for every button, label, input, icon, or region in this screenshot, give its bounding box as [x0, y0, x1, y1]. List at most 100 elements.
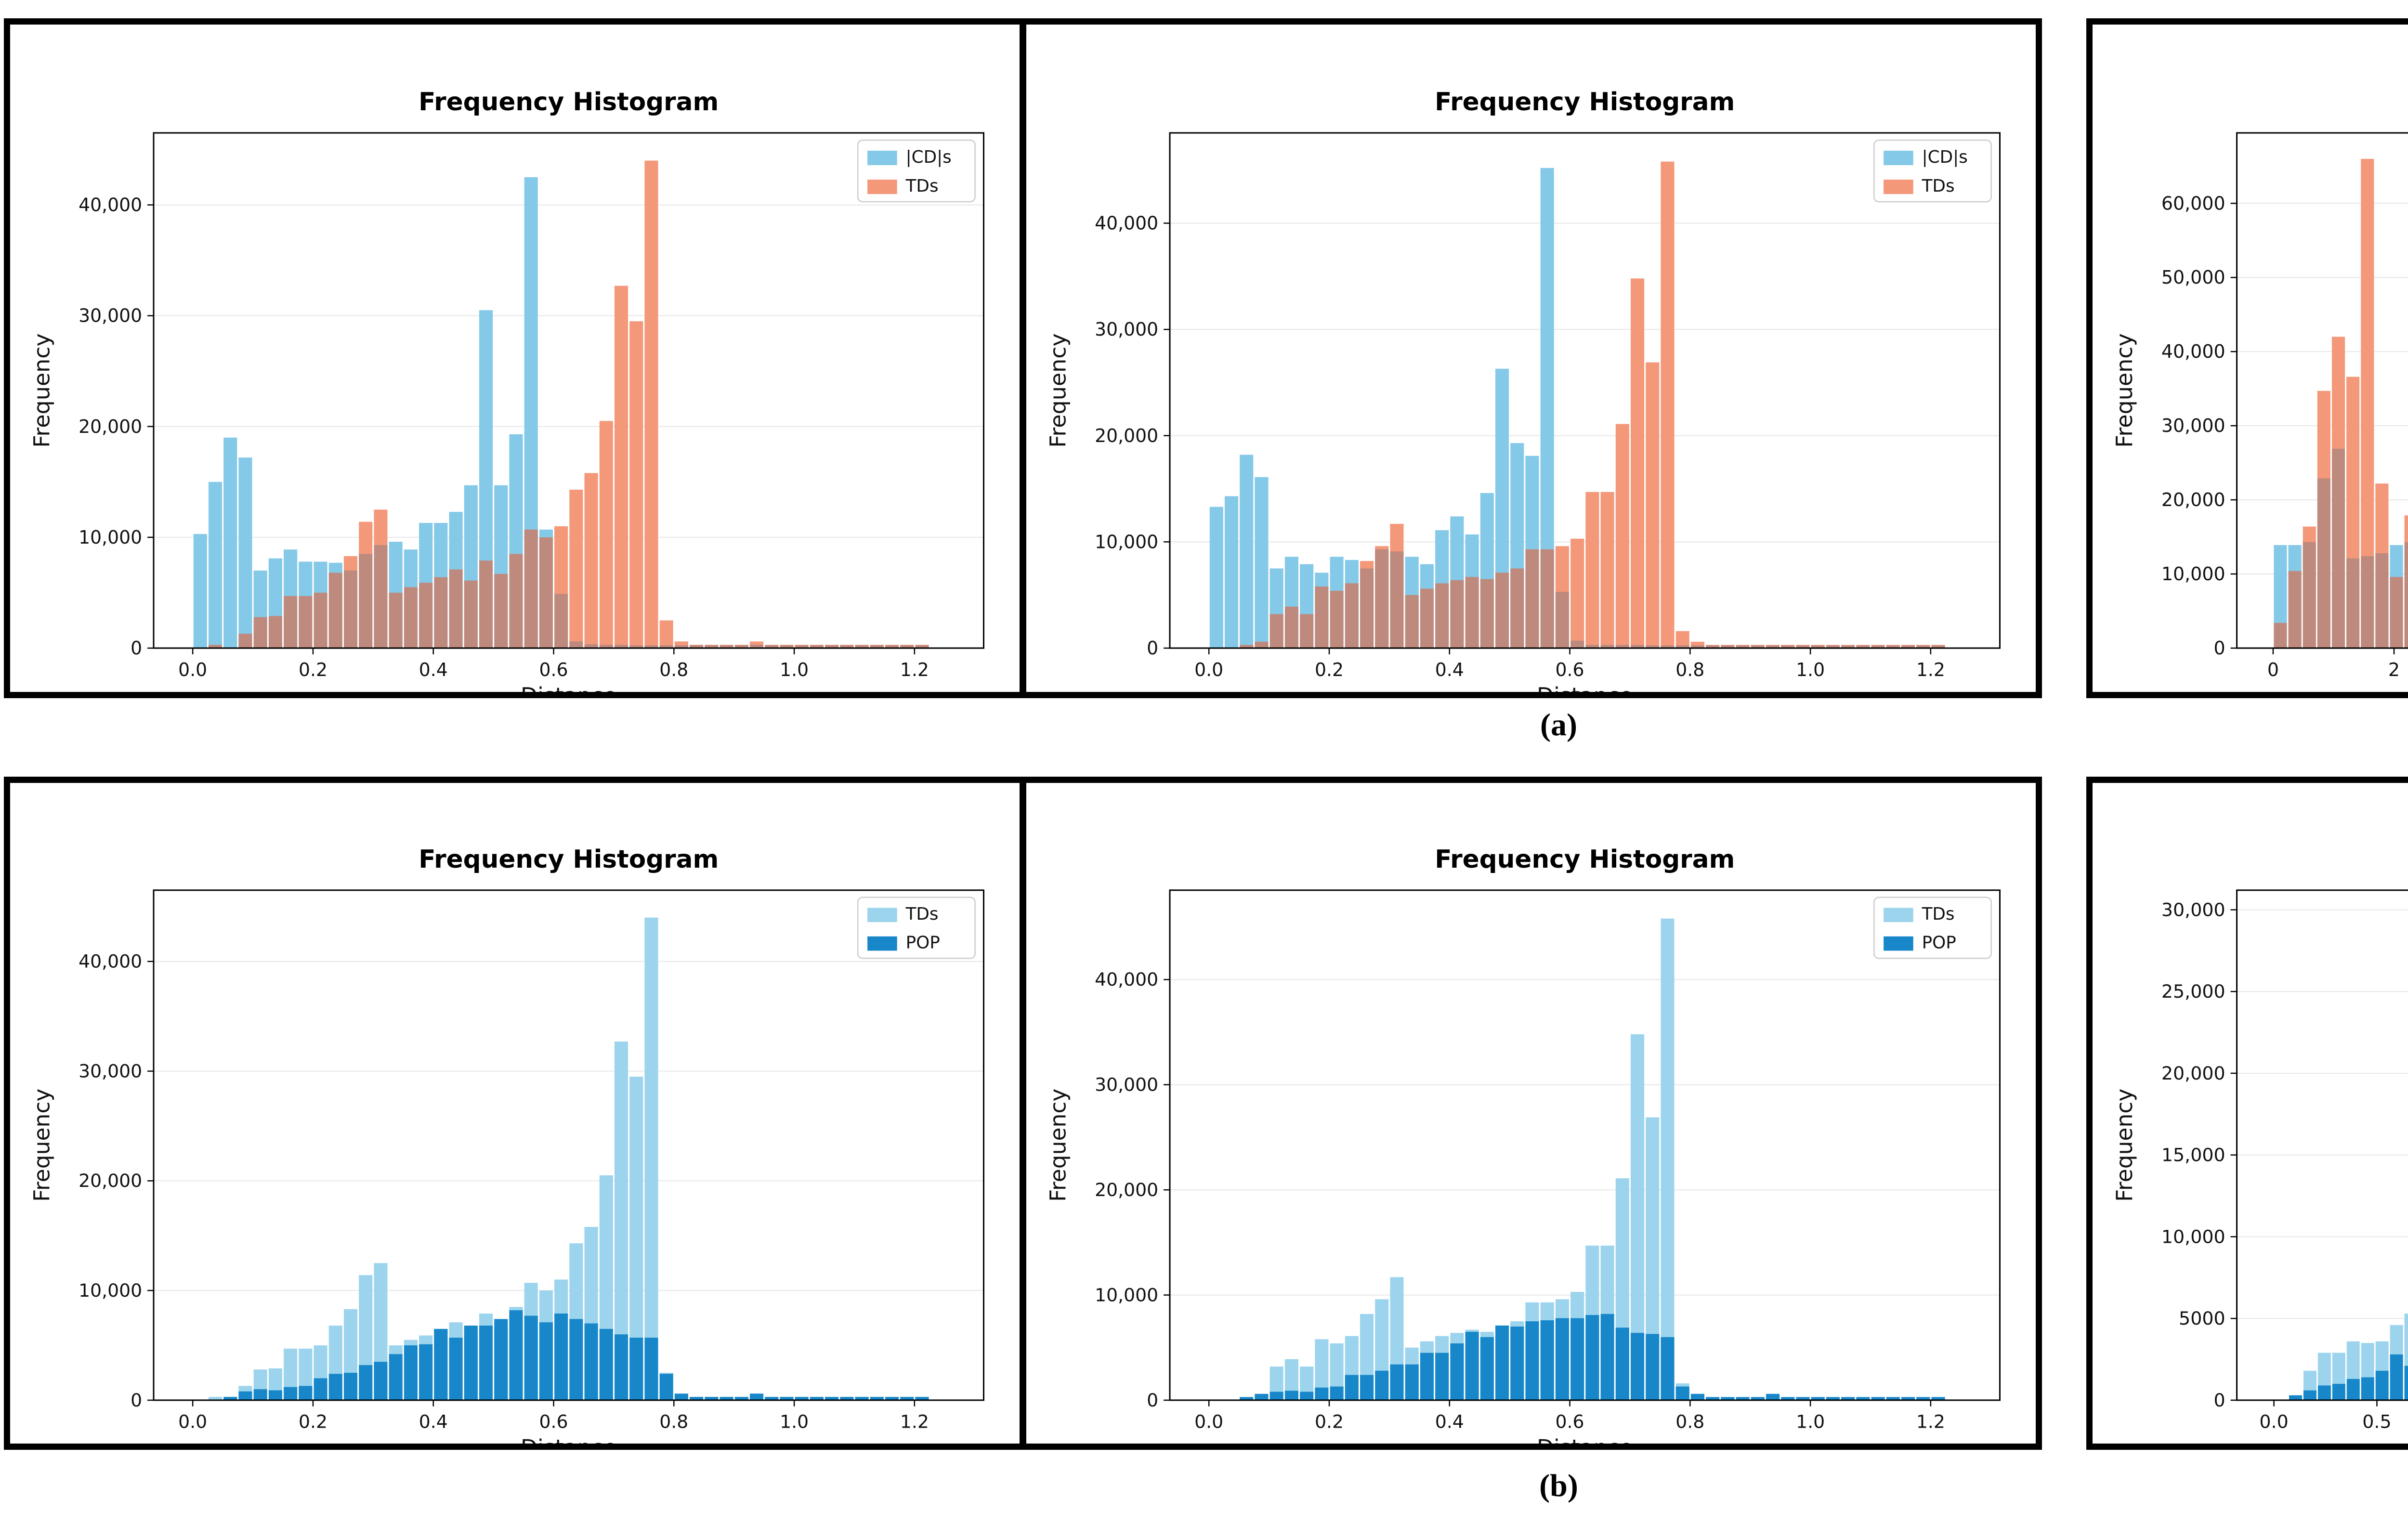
chart-title: Frequency Histogram: [419, 845, 719, 874]
y-tick-label: 30,000: [1095, 1074, 1158, 1095]
bar-overlap: [1284, 1391, 1298, 1400]
bar-overlap: [299, 1386, 313, 1400]
bar-overlap: [299, 596, 313, 648]
bar-overlap: [1390, 1364, 1404, 1400]
bar-overlap: [1751, 645, 1765, 648]
bar-overlap: [509, 554, 523, 648]
bar: [825, 1397, 839, 1400]
bar-overlap: [343, 570, 358, 648]
bar-overlap: [1495, 573, 1509, 648]
bar-overlap: [419, 583, 433, 648]
legend-label: TDs: [1922, 176, 1955, 196]
gridlines: [2237, 909, 2408, 1401]
axes: 0 10,000 20,000 30,000 40,000 0.0 0.2 0.4 0.6 0.8…: [1095, 132, 2001, 680]
bar: [644, 917, 658, 1400]
bar-overlap: [328, 573, 342, 648]
bar: [870, 1397, 884, 1400]
legend-swatch: [867, 908, 897, 923]
x-tick-label: 0.8: [1675, 659, 1704, 680]
histogram-svg: 0 10,000 20,000 30,000 40,000 0.0 0.2 0.4 0.6 0.8…: [29, 845, 984, 1444]
bar-overlap: [1405, 595, 1419, 648]
bar: [1721, 1397, 1735, 1400]
bar-overlap: [268, 1390, 282, 1400]
y-tick-label: 40,000: [1095, 212, 1158, 234]
bar: [1570, 538, 1584, 648]
bar: [1811, 1397, 1825, 1400]
bar: [705, 1397, 719, 1400]
bar: [1615, 424, 1629, 648]
bar: [734, 1397, 748, 1400]
y-axis-label: Frequency: [2111, 333, 2137, 448]
legend-swatch: [867, 151, 897, 165]
y-tick-label: 40,000: [79, 194, 142, 215]
legend-label: TDs: [905, 176, 939, 196]
histogram-bars: [1240, 918, 1945, 1400]
x-tick-label: 0.4: [419, 1411, 448, 1432]
bar-overlap: [2331, 448, 2345, 648]
bar-overlap: [1420, 1353, 1434, 1400]
bar: [1751, 1397, 1765, 1400]
bar: [1661, 161, 1675, 648]
bar-overlap: [404, 1345, 418, 1400]
bar-overlap: [1721, 645, 1735, 648]
bar-overlap: [374, 1362, 388, 1400]
bar: [1646, 362, 1660, 648]
y-tick-label: 20,000: [2161, 489, 2225, 510]
figure-frame-b-right: 0 5000 10,000 15,000 20,000 25,000 30,000 0.0 0.…: [2086, 777, 2408, 1450]
y-axis-label: Frequency: [1045, 1089, 1071, 1202]
caption-b: (b): [1539, 1468, 1578, 1503]
y-tick-label: 20,000: [79, 416, 142, 437]
y-tick-label: 20,000: [1095, 1179, 1158, 1200]
bar-overlap: [1480, 579, 1494, 648]
bar-overlap: [419, 1344, 433, 1400]
bar: [2289, 1395, 2302, 1400]
bar-overlap: [659, 645, 673, 648]
y-tick-label: 0: [131, 638, 142, 659]
x-tick-label: 0.6: [539, 659, 568, 680]
bar-overlap: [464, 580, 478, 648]
y-tick-label: 10,000: [1095, 531, 1158, 552]
x-tick-label: 0.4: [1435, 1411, 1464, 1432]
bar-overlap: [1570, 1318, 1584, 1400]
bar-overlap: [434, 1330, 448, 1400]
caption-a: (a): [1540, 707, 1577, 742]
histogram-bars: [2289, 1313, 2408, 1400]
bar-overlap: [1480, 1337, 1494, 1400]
bar-overlap: [208, 645, 222, 648]
bar-overlap: [705, 645, 719, 648]
legend-label: |CD|s: [1922, 147, 1968, 167]
axes: 0 10,000 20,000 30,000 40,000 0.0 0.2 0.4 0.6 0.8…: [1095, 889, 2001, 1432]
chart-panel-top-right: 010,00020,00030,00040,00050,00060,000024…: [2093, 25, 2408, 692]
bar-overlap: [1465, 577, 1479, 648]
bar-overlap: [2390, 1354, 2403, 1400]
y-tick-label: 20,000: [79, 1170, 142, 1191]
bar-overlap: [1690, 645, 1704, 648]
bar-overlap: [1345, 583, 1359, 648]
x-tick-label: 0.8: [659, 1411, 688, 1432]
bar-overlap: [1450, 1343, 1464, 1400]
bar: [855, 1397, 869, 1400]
axes: 010,00020,00030,00040,00050,00060,000024…: [2161, 132, 2408, 680]
x-tick-label: 2: [2388, 659, 2400, 680]
bar-overlap: [1736, 645, 1750, 648]
bar-overlap: [795, 645, 809, 648]
bar-overlap: [328, 1374, 342, 1400]
bar-overlap: [539, 537, 553, 648]
bar-overlap: [2404, 542, 2408, 648]
bar-overlap: [765, 645, 779, 648]
bar: [1871, 1397, 1885, 1400]
bar: [1661, 918, 1675, 1400]
legend-label: TDs: [1922, 904, 1955, 924]
y-axis-label: Frequency: [1045, 333, 1071, 448]
bar: [1886, 1397, 1900, 1400]
bar-overlap: [238, 634, 252, 648]
bar: [765, 1397, 779, 1400]
y-tick-label: 40,000: [2161, 341, 2225, 362]
bar-overlap: [629, 645, 643, 648]
bar-overlap: [434, 577, 448, 648]
bar: [1841, 1397, 1855, 1400]
x-tick-label: 0.0: [178, 1411, 207, 1432]
bar: [1255, 1393, 1269, 1400]
bar-overlap: [2288, 571, 2302, 648]
bar-overlap: [1300, 1392, 1314, 1400]
